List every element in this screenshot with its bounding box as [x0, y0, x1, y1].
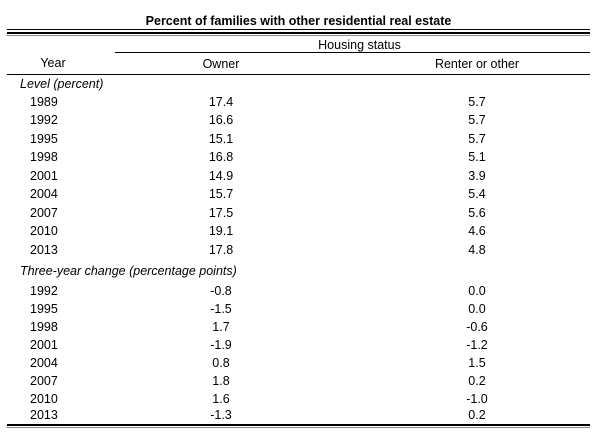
year-cell: 2001 — [30, 168, 58, 183]
year-cell: 2013 — [30, 408, 58, 422]
renter-value: 5.7 — [468, 94, 486, 109]
owner-value: 17.5 — [208, 205, 234, 220]
renter-value: 5.7 — [468, 131, 486, 146]
table-row: 2007 1.8 0.2 — [7, 372, 590, 390]
renter-value: 1.5 — [468, 356, 486, 370]
table-row: 2001 -1.9 -1.2 — [7, 336, 590, 354]
owner-value: -1.5 — [210, 302, 232, 316]
year-cell: 2010 — [30, 224, 58, 239]
owner-value: 1.8 — [212, 374, 230, 388]
group-header-row: Housing status — [7, 37, 590, 53]
table-row: 1998 16.8 5.1 — [7, 148, 590, 167]
owner-value: 14.9 — [208, 168, 234, 183]
section-label-row: Level (percent) — [7, 75, 590, 93]
section-three-year-change: Three-year change (percentage points) 19… — [7, 259, 590, 423]
table-row: 2013 17.8 4.8 — [7, 241, 590, 260]
year-cell: 2004 — [30, 187, 58, 202]
table-row: 2013 -1.3 0.2 — [7, 408, 590, 422]
renter-value: 0.2 — [468, 374, 486, 388]
owner-value: 1.6 — [212, 392, 230, 406]
year-cell: 2010 — [30, 392, 58, 406]
year-cell: 2013 — [30, 242, 58, 257]
section-label-level: Level (percent) — [20, 76, 104, 91]
renter-value: -1.0 — [466, 392, 488, 406]
renter-value: 4.8 — [468, 242, 486, 257]
renter-value: -1.2 — [466, 338, 488, 352]
table-row: 1995 15.1 5.7 — [7, 130, 590, 149]
year-cell: 2004 — [30, 356, 58, 370]
year-cell: 1998 — [30, 320, 58, 334]
group-header-label: Housing status — [115, 37, 590, 53]
section-label-row: Three-year change (percentage points) — [7, 259, 590, 282]
owner-value: -0.8 — [210, 284, 232, 298]
owner-value: 17.8 — [208, 242, 234, 257]
year-cell: 1995 — [30, 131, 58, 146]
renter-value: 5.7 — [468, 113, 486, 128]
section-label-change: Three-year change (percentage points) — [20, 263, 237, 278]
renter-value: 0.0 — [468, 284, 486, 298]
owner-value: 19.1 — [208, 224, 234, 239]
owner-value: 15.1 — [208, 131, 234, 146]
data-table: Housing status Year Owner Renter or othe… — [7, 37, 590, 422]
owner-value: -1.3 — [210, 408, 232, 422]
column-header-year: Year — [7, 52, 115, 75]
table-title: Percent of families with other residenti… — [7, 13, 590, 30]
renter-value: -0.6 — [466, 320, 488, 334]
owner-value: 1.7 — [212, 320, 230, 334]
section-level: Level (percent) 1989 17.4 5.7 1992 16.6 … — [7, 75, 590, 260]
year-cell: 2007 — [30, 205, 58, 220]
owner-value: 15.7 — [208, 187, 234, 202]
owner-value: -1.9 — [210, 338, 232, 352]
owner-value: 16.6 — [208, 113, 234, 128]
year-cell: 2001 — [30, 338, 58, 352]
owner-value: 16.8 — [208, 150, 234, 165]
year-cell: 1992 — [30, 284, 58, 298]
table-row: 2004 0.8 1.5 — [7, 354, 590, 372]
group-header-spacer — [7, 37, 115, 53]
year-cell: 1992 — [30, 113, 58, 128]
renter-value: 5.4 — [468, 187, 486, 202]
renter-value: 4.6 — [468, 224, 486, 239]
top-double-rule — [7, 32, 590, 36]
year-cell: 1989 — [30, 94, 58, 109]
renter-value: 5.1 — [468, 150, 486, 165]
renter-value: 5.6 — [468, 205, 486, 220]
year-cell: 2007 — [30, 374, 58, 388]
year-cell: 1995 — [30, 302, 58, 316]
renter-value: 3.9 — [468, 168, 486, 183]
table-row: 2004 15.7 5.4 — [7, 185, 590, 204]
statistical-table: Percent of families with other residenti… — [7, 13, 590, 428]
owner-value: 17.4 — [208, 94, 234, 109]
year-cell: 1998 — [30, 150, 58, 165]
table-row: 1992 -0.8 0.0 — [7, 282, 590, 300]
table-row: 2001 14.9 3.9 — [7, 167, 590, 186]
table-row: 1992 16.6 5.7 — [7, 111, 590, 130]
bottom-rule — [7, 424, 590, 428]
table-header: Housing status Year Owner Renter or othe… — [7, 37, 590, 75]
column-header-owner: Owner — [115, 52, 327, 75]
table-row: 2007 17.5 5.6 — [7, 204, 590, 223]
table-row: 2010 1.6 -1.0 — [7, 390, 590, 408]
table-row: 1995 -1.5 0.0 — [7, 300, 590, 318]
table-row: 1998 1.7 -0.6 — [7, 318, 590, 336]
owner-value: 0.8 — [212, 356, 230, 370]
table-row: 1989 17.4 5.7 — [7, 93, 590, 112]
renter-value: 0.0 — [468, 302, 486, 316]
column-header-renter: Renter or other — [327, 52, 590, 75]
column-header-row: Year Owner Renter or other — [7, 52, 590, 75]
renter-value: 0.2 — [468, 408, 486, 422]
table-row: 2010 19.1 4.6 — [7, 222, 590, 241]
